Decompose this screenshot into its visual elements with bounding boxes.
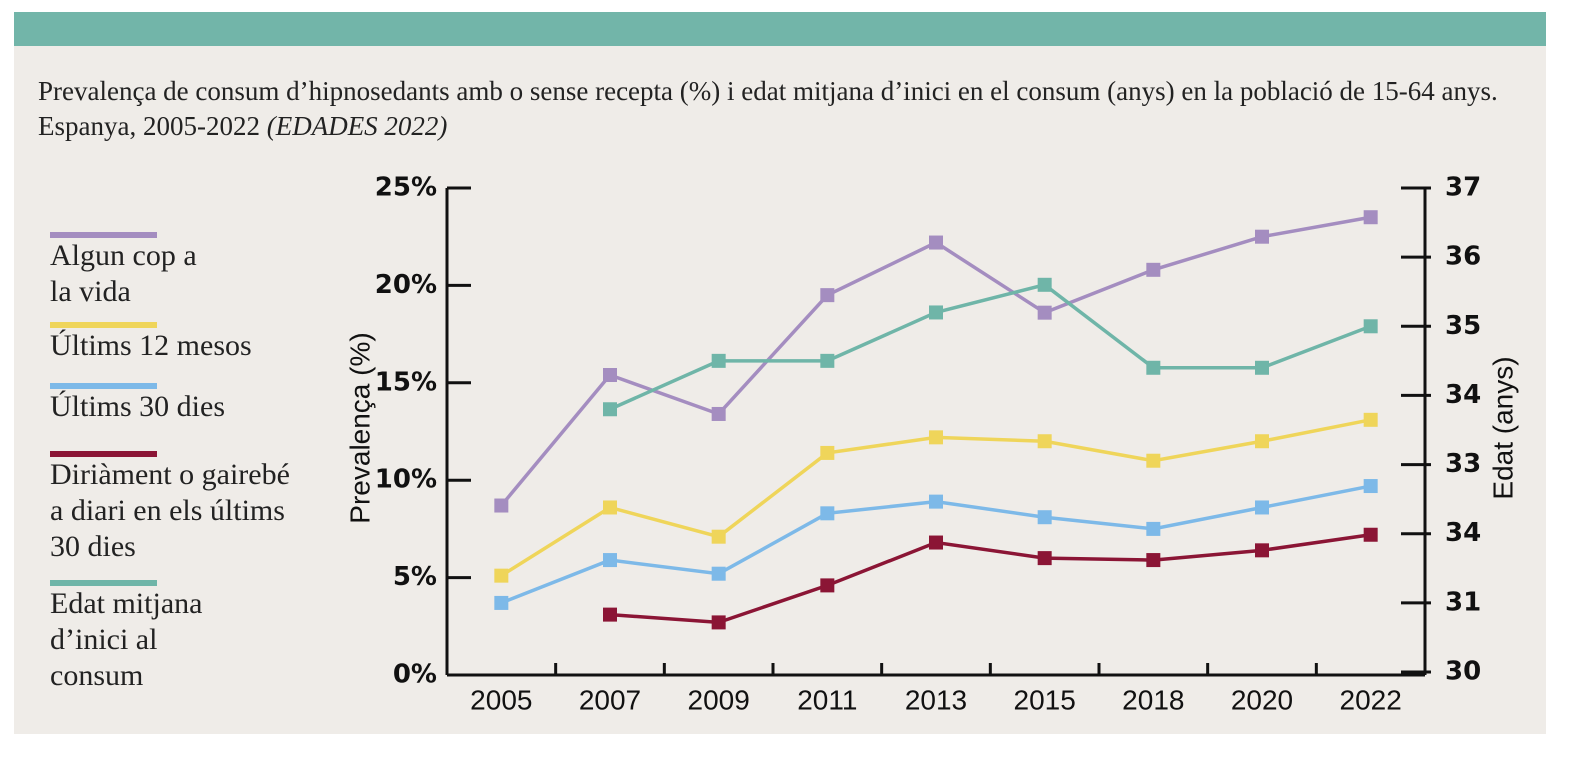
marker — [820, 445, 835, 460]
x-tick-label: 2005 — [470, 684, 532, 715]
legend-swatch — [50, 383, 157, 389]
legend-label: Diriàment o gairebé a diari en els últim… — [50, 458, 290, 563]
marker — [603, 553, 617, 568]
marker — [494, 568, 509, 583]
marker — [494, 595, 509, 610]
marker — [1146, 553, 1161, 568]
y2-tick-label: 34 — [1445, 380, 1481, 410]
marker — [1255, 360, 1269, 375]
legend-label: Últims 30 dies — [50, 390, 226, 423]
marker — [1037, 510, 1052, 525]
x-tick-label: 2011 — [797, 684, 857, 715]
marker — [1037, 305, 1052, 320]
marker — [603, 500, 617, 515]
marker — [1363, 527, 1378, 542]
marker — [929, 430, 943, 445]
marker — [711, 406, 726, 421]
legend-label: Últims 12 mesos — [50, 329, 252, 362]
x-tick-label: 2022 — [1340, 684, 1402, 715]
y2-tick-label: 33 — [1445, 449, 1481, 479]
marker — [494, 498, 509, 513]
marker — [1146, 262, 1161, 277]
x-tick-label: 2009 — [688, 684, 750, 715]
y2-tick-label: 36 — [1445, 242, 1481, 272]
marker — [820, 288, 835, 303]
marker — [1146, 521, 1161, 536]
series-line — [609, 533, 1371, 625]
marker — [711, 529, 726, 544]
y2-tick-label: 34 — [1445, 518, 1481, 548]
y2-tick-label: 30 — [1445, 657, 1481, 687]
y-tick-label: 5% — [393, 562, 437, 592]
marker — [929, 494, 943, 509]
y-tick-label: 25% — [375, 173, 437, 203]
marker — [711, 566, 726, 581]
marker — [1255, 543, 1269, 558]
series-line — [499, 215, 1371, 507]
marker — [1363, 210, 1378, 225]
series-line — [609, 282, 1372, 411]
y2-axis-label: Edat (anys) — [1487, 356, 1518, 499]
y2-tick-label: 35 — [1445, 311, 1481, 341]
legend-label: Algun cop a la vida — [50, 239, 197, 308]
legend-swatch — [50, 232, 157, 238]
marker — [820, 506, 835, 521]
y2-tick-label: 37 — [1445, 173, 1481, 203]
marker — [929, 305, 943, 320]
marker — [1363, 479, 1378, 494]
marker — [1146, 360, 1161, 375]
marker — [1255, 434, 1269, 449]
marker — [820, 578, 835, 593]
y-tick-label: 15% — [375, 367, 437, 397]
marker — [711, 615, 726, 630]
marker — [603, 402, 617, 417]
legend-swatch — [50, 451, 157, 457]
legend-swatch — [50, 580, 157, 586]
legend-label: Edat mitjana d’inici al consum — [50, 587, 203, 692]
marker — [929, 535, 943, 550]
source: (EDADES 2022) — [266, 111, 448, 141]
marker — [1037, 434, 1052, 449]
x-tick-label: 2007 — [579, 684, 641, 715]
y-axis-label: Prevalença (%) — [344, 332, 375, 523]
y-tick-label: 10% — [375, 465, 437, 495]
marker — [1037, 551, 1052, 566]
y2-tick-label: 31 — [1445, 587, 1481, 617]
title-text: Prevalença de consum d’hipnosedants amb … — [38, 76, 1498, 141]
header-band — [14, 12, 1546, 46]
marker — [603, 368, 617, 383]
marker — [1146, 453, 1161, 468]
marker — [603, 607, 617, 622]
panel — [14, 12, 1546, 734]
marker — [929, 235, 943, 250]
title: Prevalença de consum d’hipnosedants amb … — [38, 74, 1498, 144]
x-tick-label: 2018 — [1122, 684, 1184, 715]
marker — [1363, 412, 1378, 427]
marker — [711, 353, 726, 368]
y-tick-label: 20% — [375, 270, 437, 300]
y-tick-label: 0% — [393, 660, 437, 690]
marker — [1363, 319, 1378, 334]
marker — [1037, 277, 1052, 292]
legend-swatch — [50, 322, 157, 328]
marker — [1255, 229, 1269, 244]
x-tick-label: 2015 — [1014, 684, 1076, 715]
marker — [820, 353, 835, 368]
x-tick-label: 2013 — [905, 684, 967, 715]
marker — [1255, 500, 1269, 515]
x-tick-label: 2020 — [1231, 684, 1293, 715]
